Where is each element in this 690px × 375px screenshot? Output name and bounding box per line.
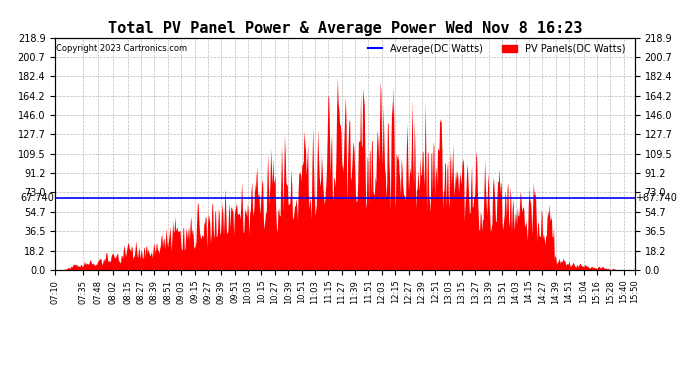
Text: +67.740: +67.740	[635, 193, 678, 203]
Title: Total PV Panel Power & Average Power Wed Nov 8 16:23: Total PV Panel Power & Average Power Wed…	[108, 21, 582, 36]
Legend: Average(DC Watts), PV Panels(DC Watts): Average(DC Watts), PV Panels(DC Watts)	[364, 40, 629, 58]
Text: 67.740: 67.740	[21, 193, 55, 203]
Text: Copyright 2023 Cartronics.com: Copyright 2023 Cartronics.com	[57, 45, 188, 54]
